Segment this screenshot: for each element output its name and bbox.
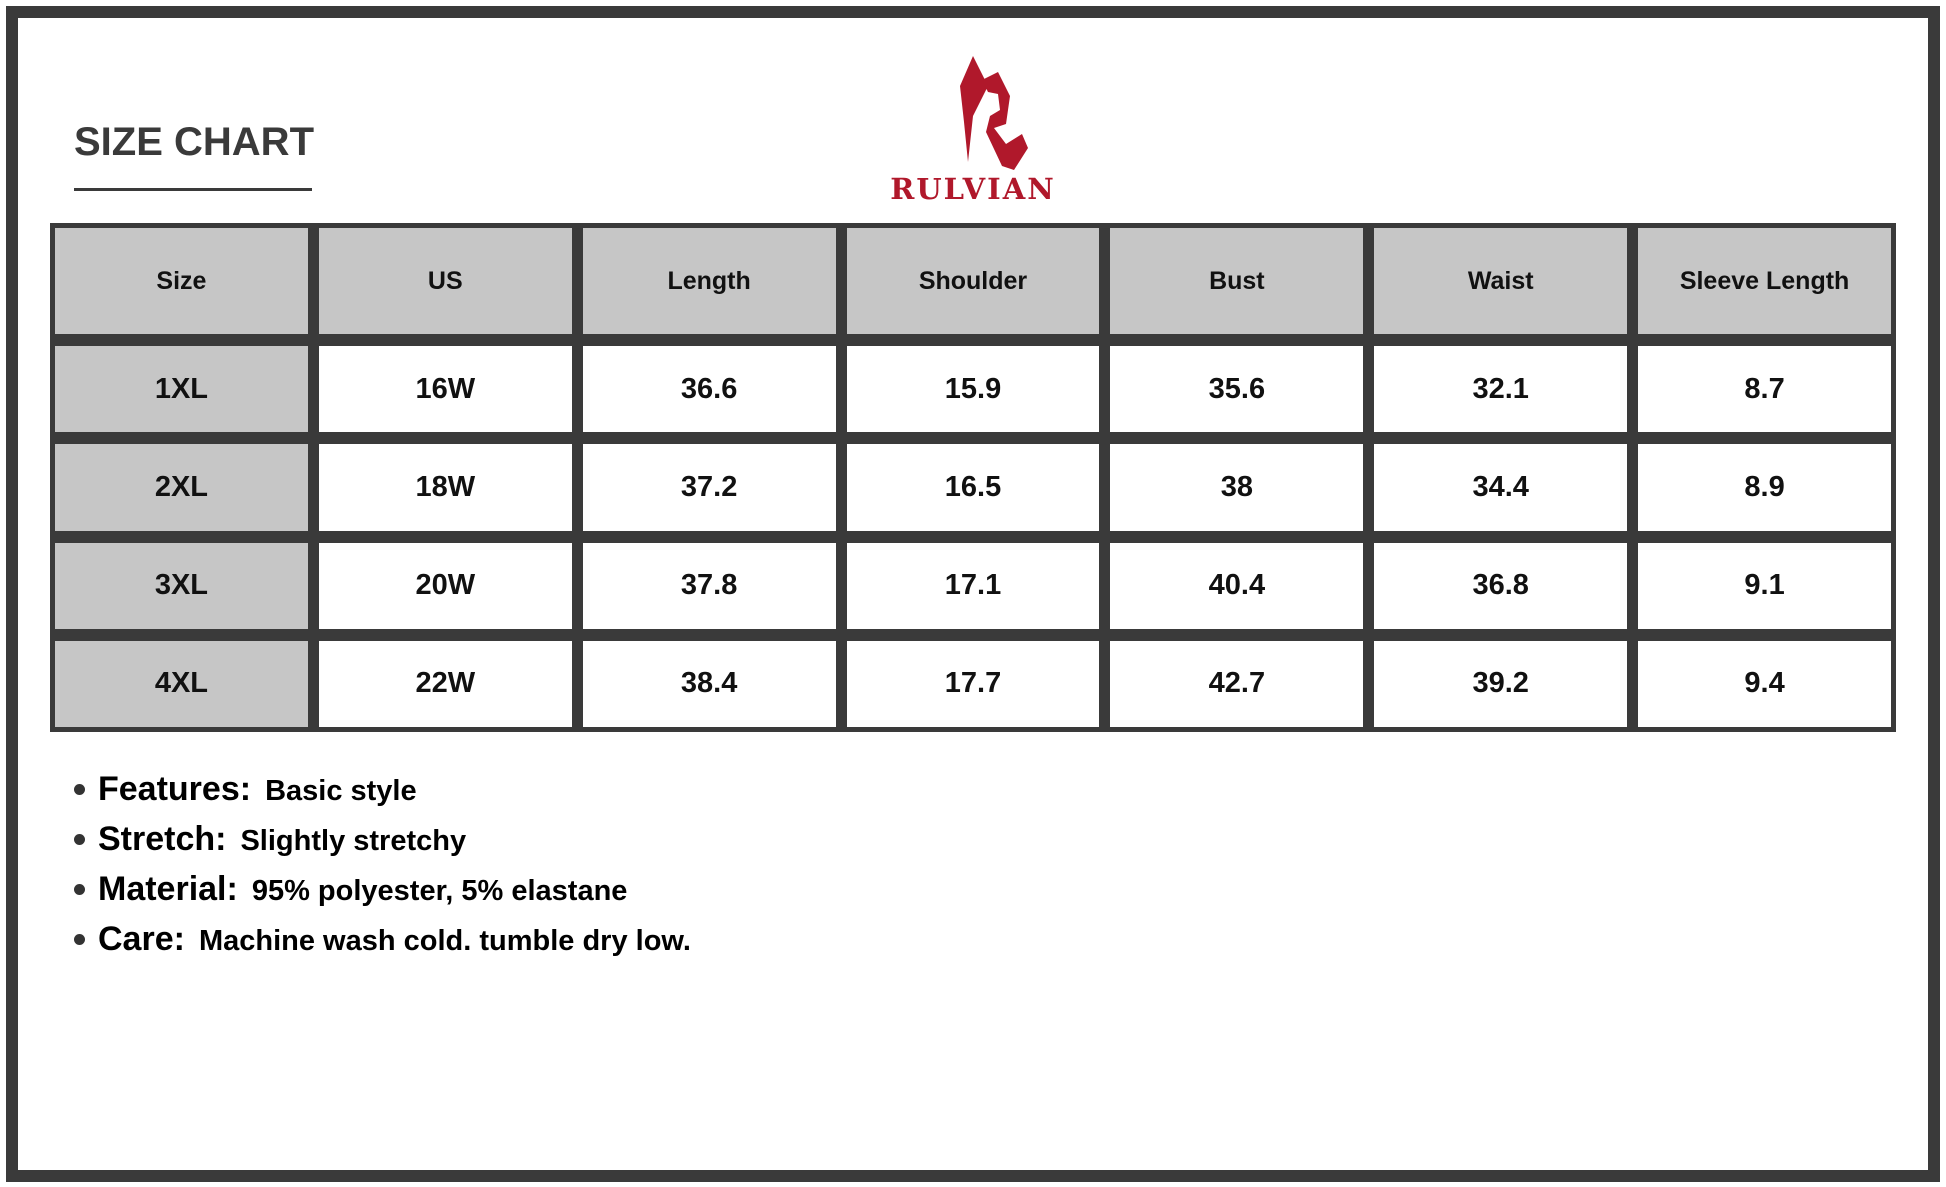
title-underline [74, 188, 312, 191]
note-label: Care: [98, 920, 185, 958]
bullet-icon [74, 834, 85, 845]
row-size-label: 3XL [55, 542, 308, 629]
table-cell: 36.8 [1374, 542, 1628, 629]
note-value: Slightly stretchy [240, 825, 467, 857]
table-cell: 22W [318, 640, 572, 727]
size-table: Size US Length Shoulder Bust Waist Sleeve Leng… [50, 223, 1896, 732]
brand-logo: RULVIAN [870, 52, 1076, 207]
column-header: Waist [1374, 228, 1628, 334]
r-logo-icon [960, 56, 1028, 170]
table-cell: 39.2 [1374, 640, 1628, 727]
column-header: Length [582, 228, 836, 334]
column-header: Size [55, 228, 308, 334]
table-cell: 40.4 [1110, 542, 1364, 629]
page-title: SIZE CHART [74, 120, 314, 164]
column-header: Bust [1110, 228, 1364, 334]
table-cell: 8.7 [1638, 346, 1891, 433]
product-notes: Features: Basic style Stretch: Slightly str… [74, 770, 691, 970]
table-cell: 37.8 [582, 542, 836, 629]
table-cell: 17.1 [846, 542, 1100, 629]
note-item: Features: Basic style [74, 770, 691, 820]
note-value: Machine wash cold. tumble dry low. [198, 925, 691, 957]
note-label: Material: [98, 870, 238, 908]
table-cell: 9.1 [1638, 542, 1891, 629]
note-item: Stretch: Slightly stretchy [74, 820, 691, 870]
table-cell: 34.4 [1374, 444, 1628, 531]
table-cell: 37.2 [582, 444, 836, 531]
row-size-label: 4XL [55, 640, 308, 727]
note-item: Care: Machine wash cold. tumble dry low. [74, 920, 691, 970]
row-size-label: 2XL [55, 444, 308, 531]
table-cell: 16W [318, 346, 572, 433]
note-label: Features: [98, 770, 252, 808]
table-cell: 9.4 [1638, 640, 1891, 727]
table-cell: 38 [1110, 444, 1364, 531]
table-cell: 18W [318, 444, 572, 531]
table-cell: 42.7 [1110, 640, 1364, 727]
table-cell: 8.9 [1638, 444, 1891, 531]
table-cell: 16.5 [846, 444, 1100, 531]
note-value: Basic style [265, 775, 417, 807]
table-cell: 35.6 [1110, 346, 1364, 433]
table-cell: 15.9 [846, 346, 1100, 433]
table-cell: 20W [318, 542, 572, 629]
column-header: Sleeve Length [1638, 228, 1891, 334]
column-header: US [318, 228, 572, 334]
table-cell: 32.1 [1374, 346, 1628, 433]
bullet-icon [74, 884, 85, 895]
note-item: Material: 95% polyester, 5% elastane [74, 870, 691, 920]
table-cell: 17.7 [846, 640, 1100, 727]
table-cell: 36.6 [582, 346, 836, 433]
bullet-icon [74, 784, 85, 795]
note-label: Stretch: [98, 820, 227, 858]
column-header: Shoulder [846, 228, 1100, 334]
brand-name: RULVIAN [890, 172, 1056, 206]
bullet-icon [74, 934, 85, 945]
row-size-label: 1XL [55, 346, 308, 433]
note-value: 95% polyester, 5% elastane [251, 875, 628, 907]
table-cell: 38.4 [582, 640, 836, 727]
